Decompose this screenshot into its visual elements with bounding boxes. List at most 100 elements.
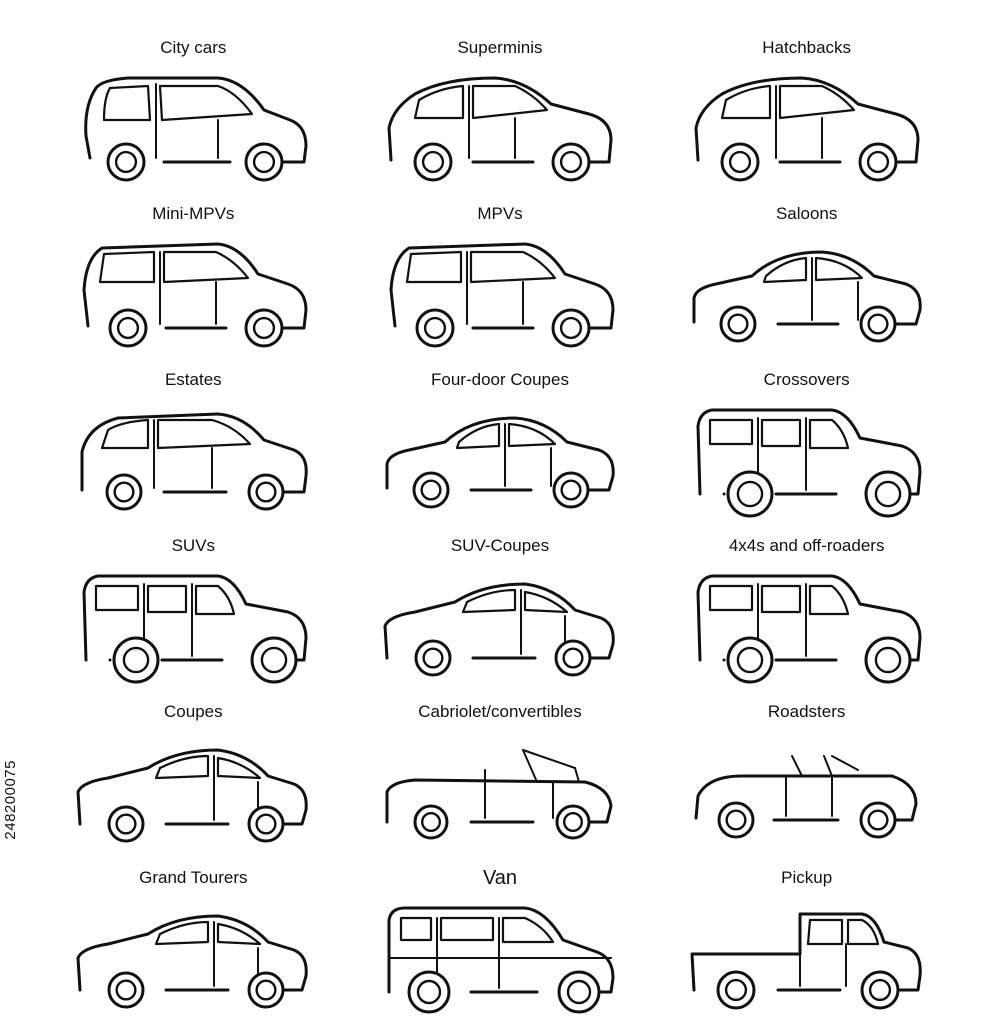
- hatchback-icon: [694, 76, 920, 182]
- car-wheel-rim: [113, 481, 135, 503]
- car-body-outline: [696, 408, 922, 496]
- car-wheel: [554, 639, 592, 677]
- car-wheel: [108, 308, 148, 348]
- roadster-icon: [694, 755, 918, 839]
- car-wheel-rim: [420, 479, 442, 501]
- vehicle-label: Grand Tourers: [139, 868, 248, 887]
- car-panel-line: [521, 749, 538, 783]
- car-window: [523, 590, 569, 614]
- car-wheel: [551, 142, 591, 182]
- vehicle-label: SUVs: [171, 536, 216, 555]
- supermini-icon: [387, 76, 613, 182]
- car-window: [469, 250, 557, 284]
- car-wheel-rim: [874, 646, 901, 674]
- vehicle-cell-suvs: SUVs: [40, 518, 347, 684]
- car-wheel: [858, 142, 898, 182]
- vehicle-label: Estates: [164, 370, 222, 389]
- car-window: [760, 584, 801, 614]
- car-wheel-rim: [123, 646, 150, 674]
- stock-id-watermark: 248200075: [2, 760, 19, 840]
- car-wheel: [107, 805, 145, 843]
- vehicle-cell-four-door-coupes: Four-door Coupes: [347, 352, 654, 518]
- vehicle-cell-superminis: Superminis: [347, 20, 654, 186]
- vehicle-cell-mini-mpvs: Mini-MPVs: [40, 186, 347, 352]
- car-wheel: [250, 636, 298, 684]
- car-window: [814, 256, 863, 282]
- car-window: [163, 250, 250, 284]
- vehicle-label: Crossovers: [763, 370, 850, 389]
- vehicle-label: Saloons: [775, 204, 838, 223]
- car-wheel: [726, 470, 774, 518]
- suv-coupe-icon: [383, 582, 615, 677]
- car-window: [399, 916, 433, 942]
- car-window: [405, 250, 463, 284]
- car-wheel-rim: [725, 809, 747, 831]
- car-window: [501, 916, 555, 944]
- car-window: [507, 422, 557, 448]
- saloon-icon: [692, 250, 922, 343]
- car-panel-line: [790, 755, 803, 777]
- car-wheel: [551, 308, 591, 348]
- vehicle-cell-estates: Estates: [40, 352, 347, 518]
- vehicle-label: Cabriolet/convertibles: [418, 702, 582, 721]
- car-window: [760, 418, 801, 448]
- car-wheel-rim: [736, 480, 763, 508]
- cabriolet-icon: [385, 749, 613, 840]
- car-window: [157, 418, 252, 450]
- vehicle-cell-hatchbacks: Hatchbacks: [653, 20, 960, 186]
- car-window: [413, 84, 465, 120]
- car-window: [455, 422, 501, 450]
- car-wheel-rim: [736, 646, 763, 674]
- car-window: [439, 916, 495, 942]
- car-window: [806, 918, 843, 946]
- vehicle-cell-city-cars: City cars: [40, 20, 347, 186]
- car-wheel-rim: [728, 150, 751, 174]
- car-window: [217, 922, 262, 946]
- vehicle-cell-grand-tourers: Grand Tourers: [40, 850, 347, 1016]
- vehicle-cell-cabriolets: Cabriolet/convertibles: [347, 684, 654, 850]
- car-wheel: [107, 971, 145, 1009]
- car-window: [159, 84, 254, 122]
- car-window: [778, 84, 855, 120]
- car-wheel-rim: [422, 647, 444, 669]
- vehicle-cell-saloons: Saloons: [653, 186, 960, 352]
- car-wheel-rim: [562, 647, 584, 669]
- car-wheel-rim: [867, 313, 889, 335]
- car-wheel: [557, 970, 601, 1014]
- vehicle-cell-van: Van: [347, 850, 654, 1016]
- vehicle-cell-suv-coupes: SUV-Coupes: [347, 518, 654, 684]
- car-panel-line: [521, 749, 576, 769]
- vehicle-label: SUV-Coupes: [450, 536, 550, 555]
- car-wheel: [719, 305, 757, 343]
- car-panel-line: [822, 755, 833, 777]
- car-window: [155, 754, 210, 780]
- city-car-icon: [84, 76, 308, 182]
- car-wheel-rim: [559, 150, 583, 174]
- car-wheel: [112, 636, 160, 684]
- car-wheel: [247, 971, 285, 1009]
- off-roader-icon: [696, 574, 922, 684]
- mpv-icon: [389, 242, 615, 348]
- car-window: [708, 418, 753, 446]
- crossover-icon: [696, 408, 922, 518]
- car-window: [762, 256, 807, 284]
- vehicle-type-grid: City cars Superminis Hatchbacks Mini-MPV…: [40, 20, 960, 1014]
- car-wheel-rim: [253, 316, 276, 340]
- mini-mpv-icon: [82, 242, 308, 348]
- pickup-icon: [690, 912, 922, 1010]
- car-window: [147, 584, 188, 614]
- four-door-coupe-icon: [385, 416, 615, 509]
- car-window: [217, 756, 262, 780]
- car-wheel: [247, 805, 285, 843]
- vehicle-label: Hatchbacks: [762, 38, 852, 57]
- vehicle-label: Four-door Coupes: [431, 370, 569, 389]
- car-window: [808, 584, 849, 616]
- car-wheel-rim: [559, 316, 583, 340]
- car-window: [155, 920, 210, 946]
- car-window: [846, 918, 879, 946]
- car-wheel: [716, 970, 756, 1010]
- car-wheel: [414, 639, 452, 677]
- car-panel-line: [830, 755, 859, 771]
- vehicle-cell-crossovers: Crossovers: [653, 352, 960, 518]
- car-wheel: [860, 970, 900, 1010]
